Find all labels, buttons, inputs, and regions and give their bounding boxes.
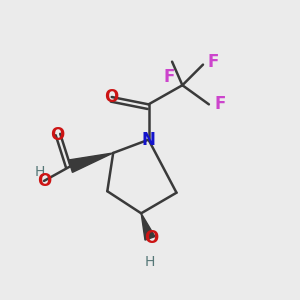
Text: O: O: [37, 172, 51, 190]
Text: O: O: [105, 88, 119, 106]
Text: O: O: [50, 126, 64, 144]
Text: O: O: [144, 229, 159, 247]
Polygon shape: [141, 213, 155, 240]
Polygon shape: [69, 153, 113, 172]
Text: N: N: [142, 131, 155, 149]
Text: H: H: [34, 165, 45, 179]
Text: H: H: [145, 256, 155, 269]
Text: F: F: [207, 53, 219, 71]
Text: F: F: [164, 68, 175, 85]
Text: F: F: [215, 95, 226, 113]
